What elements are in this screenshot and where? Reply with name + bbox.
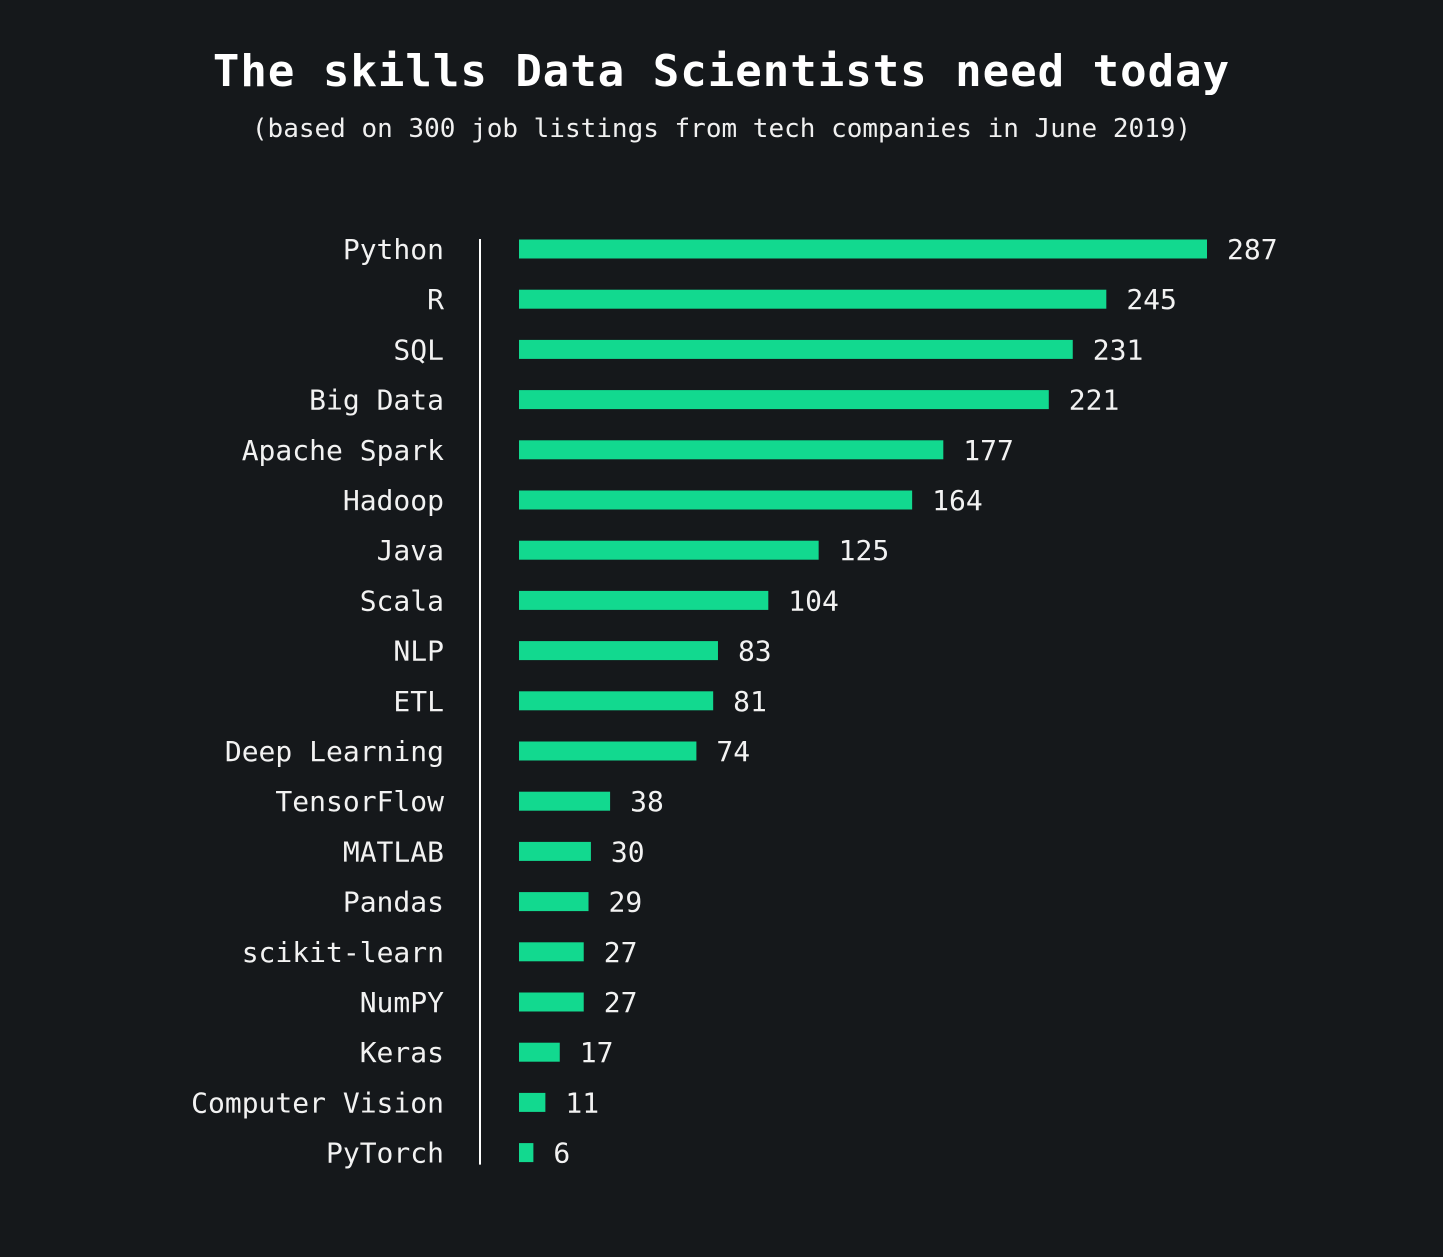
category-label: scikit-learn — [242, 936, 444, 969]
bar-row: PyTorch 6 — [326, 1137, 570, 1170]
category-label: SQL — [393, 333, 444, 366]
bar — [519, 490, 913, 510]
bar-row: TensorFlow 38 — [275, 785, 663, 818]
value-label: 30 — [611, 835, 645, 868]
value-label: 6 — [553, 1137, 570, 1170]
bar-row: MATLAB 30 — [343, 835, 645, 868]
bar — [519, 339, 1073, 359]
category-label: MATLAB — [343, 835, 444, 868]
bar-row: Scala 104 — [360, 584, 839, 617]
bar-row: Deep Learning 74 — [225, 735, 750, 768]
bar — [519, 1042, 560, 1062]
bar-row: Big Data 221 — [309, 384, 1119, 417]
bar — [519, 390, 1049, 410]
category-label: NLP — [393, 635, 444, 668]
bar-row: Pandas 29 — [343, 886, 642, 919]
bar-row: NumPY 27 — [360, 986, 638, 1019]
bar-row: Computer Vision 11 — [191, 1086, 599, 1119]
bar — [519, 691, 714, 711]
bar-row: Hadoop 164 — [343, 484, 983, 517]
category-label: Deep Learning — [225, 735, 444, 768]
value-label: 287 — [1227, 233, 1278, 266]
bar-row: R 245 — [427, 283, 1177, 316]
value-label: 27 — [604, 936, 638, 969]
category-label: Keras — [360, 1036, 444, 1069]
bar — [519, 1092, 546, 1112]
bar-row: ETL 81 — [393, 685, 766, 718]
bar — [519, 892, 589, 912]
value-label: 74 — [716, 735, 750, 768]
bar-row: scikit-learn 27 — [242, 936, 638, 969]
category-label: Python — [343, 233, 444, 266]
bar — [519, 741, 697, 761]
bar — [519, 992, 584, 1012]
bar — [519, 440, 944, 460]
value-label: 17 — [580, 1036, 614, 1069]
value-label: 164 — [932, 484, 983, 517]
bar — [519, 942, 584, 962]
value-label: 83 — [738, 635, 772, 668]
bar-row: SQL 231 — [393, 333, 1143, 366]
bar — [519, 289, 1107, 309]
bar — [519, 540, 819, 560]
bar — [519, 841, 591, 861]
category-label: NumPY — [360, 986, 444, 1019]
value-label: 38 — [630, 785, 664, 818]
category-label: PyTorch — [326, 1137, 444, 1170]
bar-row: Python 287 — [343, 233, 1278, 266]
chart-subtitle: (based on 300 job listings from tech com… — [251, 114, 1192, 144]
value-label: 221 — [1069, 384, 1120, 417]
category-label: R — [427, 283, 444, 316]
value-label: 245 — [1126, 283, 1177, 316]
bar — [519, 791, 611, 811]
category-label: Hadoop — [343, 484, 444, 517]
category-label: Scala — [360, 584, 444, 617]
category-label: Apache Spark — [242, 434, 444, 467]
value-label: 29 — [609, 886, 643, 919]
category-label: Java — [377, 534, 444, 567]
category-label: Pandas — [343, 886, 444, 919]
bar — [519, 1143, 534, 1163]
value-label: 104 — [788, 584, 839, 617]
value-label: 81 — [733, 685, 767, 718]
bar-row: Keras 17 — [360, 1036, 614, 1069]
bar — [519, 641, 718, 661]
bar — [519, 239, 1207, 259]
category-label: Big Data — [309, 384, 444, 417]
value-label: 11 — [565, 1086, 599, 1119]
value-label: 177 — [963, 434, 1014, 467]
bar-row: Apache Spark 177 — [242, 434, 1014, 467]
value-label: 125 — [839, 534, 890, 567]
category-label: TensorFlow — [275, 785, 444, 818]
bar-row: Java 125 — [377, 534, 890, 567]
chart-title: The skills Data Scientists need today — [212, 46, 1231, 97]
category-label: Computer Vision — [191, 1086, 444, 1119]
category-label: ETL — [393, 685, 444, 718]
bar — [519, 590, 769, 610]
bar-row: NLP 83 — [393, 635, 771, 668]
value-label: 27 — [604, 986, 638, 1019]
value-label: 231 — [1093, 333, 1144, 366]
